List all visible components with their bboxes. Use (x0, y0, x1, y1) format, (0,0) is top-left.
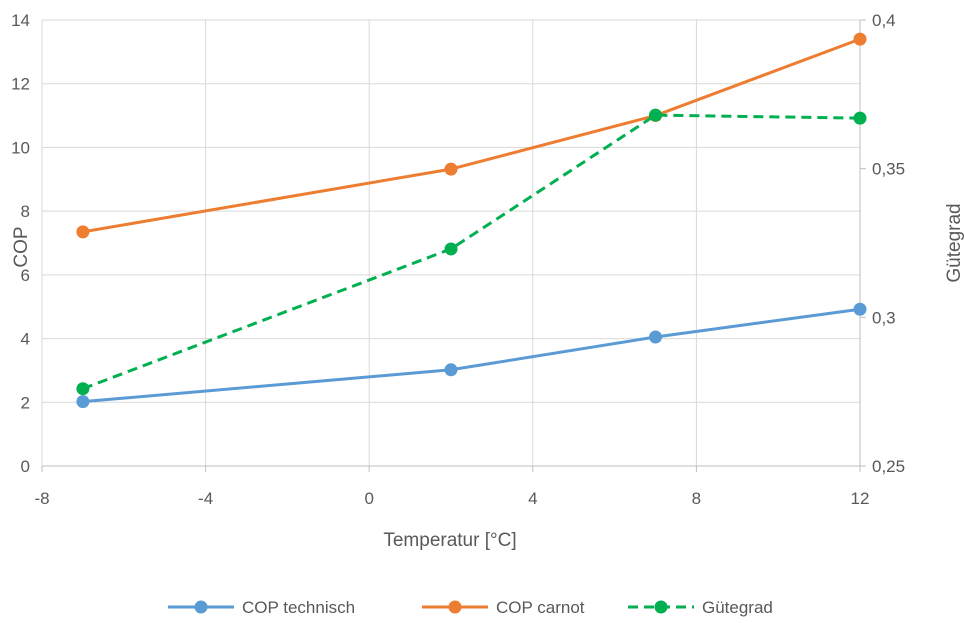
series-line-g-tegrad (82, 113, 861, 391)
x-tick-label: 4 (528, 489, 537, 508)
y2-tick-label: 0,3 (872, 308, 896, 327)
legend: COP technisch COP carnot Gütegrad (168, 598, 773, 617)
data-point-g-tegrad (76, 382, 90, 396)
legend-label-cop-carnot: COP carnot (496, 598, 585, 617)
legend-marker-cop-carnot (448, 600, 462, 614)
y-tick-label: 4 (21, 330, 30, 349)
data-point-g-tegrad (444, 242, 458, 256)
data-point-cop-technisch (76, 395, 90, 409)
x-tick-label: 0 (364, 489, 373, 508)
y-tick-label: 2 (21, 393, 30, 412)
y-tick-label: 14 (11, 11, 30, 30)
grid (41, 19, 866, 472)
x-tick-label: 8 (692, 489, 701, 508)
y-tick-label: 6 (21, 266, 30, 285)
y-tick-label: 8 (21, 202, 30, 221)
x-axis-title: Temperatur [°C] (383, 530, 516, 551)
y-tick-label: 12 (11, 75, 30, 94)
x-tick-label: -4 (198, 489, 213, 508)
y2-tick-label: 0,4 (872, 11, 896, 30)
y-axis-title: COP (11, 226, 32, 267)
series-lines (76, 32, 867, 409)
data-point-cop-carnot (76, 225, 90, 239)
data-point-cop-technisch (444, 363, 458, 377)
data-point-cop-technisch (649, 330, 662, 344)
series-line-cop-carnot (82, 37, 861, 234)
data-point-g-tegrad (853, 111, 867, 125)
y-tick-label: 0 (21, 457, 30, 476)
y2-axis-title: Gütegrad (944, 203, 964, 282)
y2-tick-label: 0,25 (872, 457, 905, 476)
legend-label-cop-technisch: COP technisch (242, 598, 355, 617)
legend-marker-g-tegrad (654, 600, 668, 614)
y-tick-label: 10 (11, 138, 30, 157)
legend-label-g-tegrad: Gütegrad (702, 598, 773, 617)
y2-tick-label: 0,35 (872, 160, 905, 179)
data-point-g-tegrad (649, 108, 662, 122)
series-line-cop-technisch (82, 307, 861, 404)
x-tick-label: -8 (34, 489, 49, 508)
data-point-cop-carnot (853, 32, 867, 46)
data-point-cop-technisch (853, 302, 867, 316)
legend-marker-cop-technisch (194, 600, 208, 614)
x-tick-label: 12 (851, 489, 870, 508)
data-point-cop-carnot (444, 162, 458, 176)
